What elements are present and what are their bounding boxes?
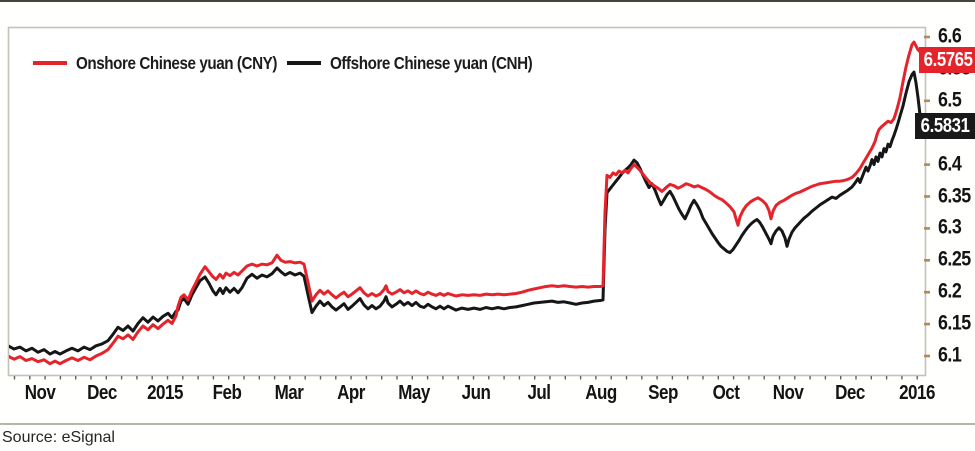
legend-item-cny: Onshore Chinese yuan (CNY) xyxy=(33,52,307,74)
legend-item-cnh: Offshore Chinese yuan (CNH) xyxy=(287,52,563,74)
bottom-divider xyxy=(0,423,975,425)
plot-frame xyxy=(7,26,927,377)
cny-last-price-value: 6.5765 xyxy=(923,49,973,71)
cnh-line xyxy=(9,70,922,356)
cny-last-price-label: 6.5765 xyxy=(919,47,975,73)
source-note: Source: eSignal xyxy=(2,429,115,446)
cnh-last-price-value: 6.5831 xyxy=(920,115,970,137)
legend-label: Offshore Chinese yuan (CNH) xyxy=(330,52,533,73)
top-divider xyxy=(0,0,975,2)
legend-label: Onshore Chinese yuan (CNY) xyxy=(76,52,278,73)
cny-line-swatch xyxy=(33,61,67,65)
cny-line xyxy=(9,40,922,366)
exchange-rate-chart xyxy=(7,26,930,380)
cnh-line-swatch xyxy=(287,61,321,65)
cnh-last-price-label: 6.5831 xyxy=(915,113,975,139)
